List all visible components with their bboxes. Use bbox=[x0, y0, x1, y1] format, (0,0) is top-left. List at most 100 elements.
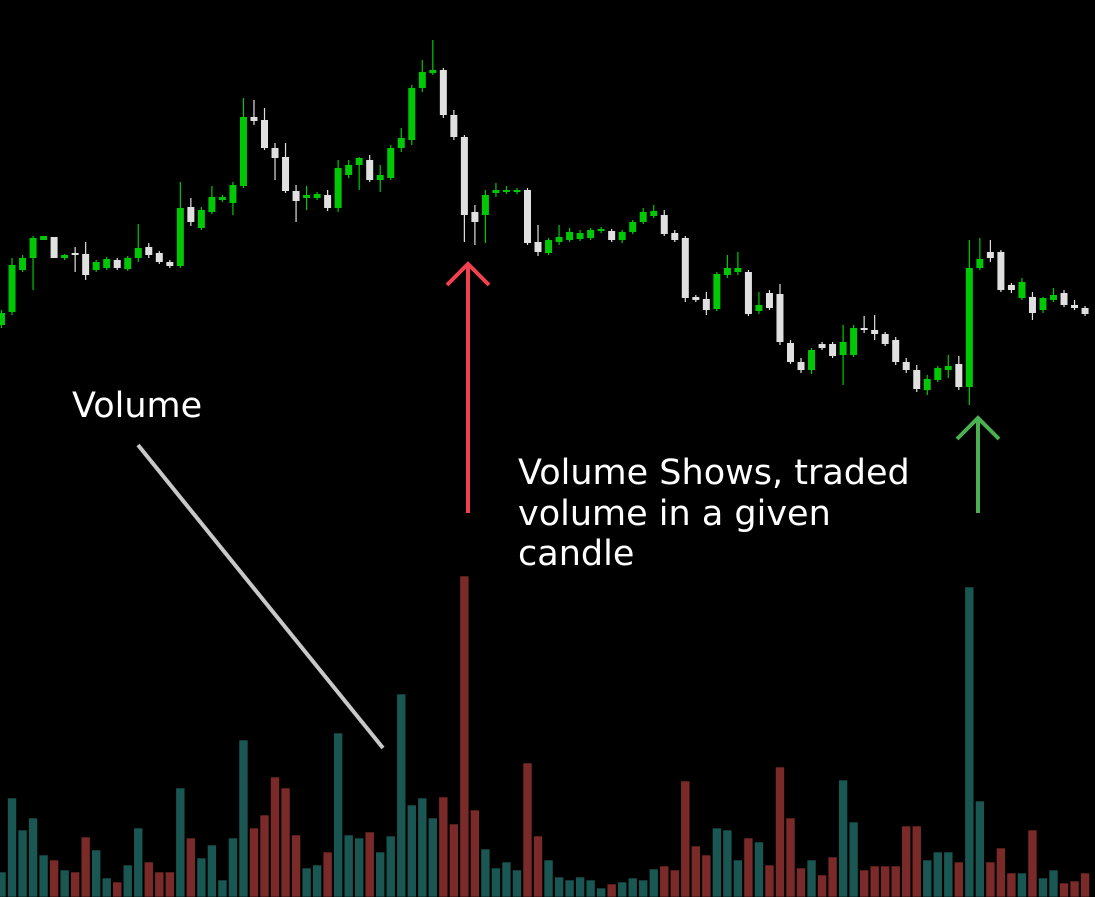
volume-bar bbox=[691, 845, 701, 897]
candle-body bbox=[502, 190, 510, 192]
candle-body bbox=[166, 262, 174, 266]
candle-body bbox=[913, 370, 921, 389]
volume-bar bbox=[406, 804, 417, 897]
candle-body bbox=[145, 247, 153, 255]
volume-bar bbox=[238, 739, 249, 897]
volume-bar bbox=[1038, 877, 1048, 897]
candle-body bbox=[229, 185, 237, 203]
note-line: volume in a given bbox=[518, 494, 831, 534]
volume-bar bbox=[764, 864, 775, 897]
volume-bar bbox=[280, 787, 291, 897]
candle-body bbox=[429, 70, 437, 73]
volume-bar bbox=[964, 586, 975, 897]
volume-bar bbox=[543, 859, 554, 897]
candle-body bbox=[29, 238, 37, 258]
volume-bar bbox=[143, 861, 154, 897]
volume-bar bbox=[480, 848, 491, 897]
candle-body bbox=[218, 197, 226, 200]
candle-body bbox=[1028, 297, 1036, 313]
volume-bar bbox=[975, 800, 985, 897]
volume-layer bbox=[0, 575, 1090, 897]
candle-body bbox=[418, 72, 426, 88]
candle-body bbox=[82, 254, 90, 275]
volume-bar bbox=[648, 868, 659, 897]
candle-body bbox=[881, 334, 889, 344]
volume-bar bbox=[806, 859, 817, 897]
candle-body bbox=[692, 297, 700, 300]
candle-body bbox=[124, 258, 132, 269]
candle-body bbox=[829, 344, 837, 356]
volume-bar bbox=[848, 821, 859, 897]
candle-body bbox=[324, 195, 332, 208]
volume-bar bbox=[922, 859, 933, 897]
candle-body bbox=[944, 366, 952, 370]
volume-bar bbox=[743, 837, 754, 897]
candle-body bbox=[1018, 282, 1026, 298]
volume-bar bbox=[996, 847, 1006, 897]
volume-bar bbox=[785, 817, 796, 897]
note-line: Volume Shows, traded bbox=[518, 453, 910, 493]
candle-body bbox=[566, 232, 574, 240]
candle-body bbox=[776, 294, 784, 342]
candle-body bbox=[61, 255, 69, 258]
volume-bar bbox=[1017, 872, 1027, 897]
candle-body bbox=[1081, 308, 1089, 314]
candle-body bbox=[934, 368, 942, 380]
volume-bar bbox=[817, 874, 827, 897]
volume-bar bbox=[796, 867, 806, 897]
volume-bar bbox=[101, 877, 112, 897]
candle-body bbox=[50, 237, 58, 258]
volume-bar bbox=[122, 864, 133, 897]
candle-body bbox=[408, 88, 416, 140]
volume-bar bbox=[270, 776, 280, 897]
candle-body bbox=[871, 330, 879, 334]
volume-bar bbox=[859, 869, 869, 897]
candle-body bbox=[71, 253, 79, 255]
candle-body bbox=[1039, 298, 1047, 310]
volume-bar bbox=[133, 827, 144, 897]
candle-body bbox=[345, 165, 353, 175]
candle-body bbox=[524, 190, 531, 243]
volume-bar bbox=[17, 829, 28, 897]
green-arrow bbox=[955, 415, 1001, 513]
candle-body bbox=[702, 299, 710, 310]
candle-body bbox=[366, 160, 374, 180]
volume-bar bbox=[564, 879, 575, 897]
volume-bar bbox=[501, 861, 512, 897]
volume-bar bbox=[838, 779, 848, 897]
volume-bar bbox=[911, 825, 922, 897]
volume-bar bbox=[459, 575, 470, 897]
candle-body bbox=[892, 340, 900, 362]
volume-bar bbox=[512, 869, 522, 897]
volume-bar bbox=[827, 856, 838, 897]
volume-label: Volume bbox=[72, 386, 202, 426]
volume-bar bbox=[91, 849, 101, 897]
candle-layer bbox=[0, 40, 1089, 405]
candle-body bbox=[755, 305, 763, 311]
volume-bar bbox=[49, 859, 59, 897]
volume-bar bbox=[438, 796, 449, 897]
candle-body bbox=[744, 272, 752, 314]
volume-bar bbox=[112, 881, 123, 897]
candle-body bbox=[239, 117, 247, 186]
candle-body bbox=[597, 229, 605, 231]
candle-body bbox=[629, 222, 637, 232]
candle-body bbox=[355, 158, 363, 165]
volume-bar bbox=[733, 859, 743, 897]
candle-body bbox=[292, 191, 300, 201]
volume-bar bbox=[449, 823, 459, 897]
volume-bar bbox=[533, 835, 543, 897]
volume-bar bbox=[291, 834, 301, 897]
volume-bar bbox=[259, 814, 270, 897]
volume-bar bbox=[80, 836, 91, 897]
volume-bar bbox=[428, 817, 438, 897]
candle-body bbox=[134, 248, 142, 258]
candle-body bbox=[460, 137, 468, 215]
volume-bar bbox=[638, 879, 649, 897]
volume-bar bbox=[375, 851, 386, 897]
volume-bar bbox=[890, 865, 901, 897]
candle-body bbox=[639, 212, 647, 222]
volume-bar bbox=[954, 861, 964, 897]
